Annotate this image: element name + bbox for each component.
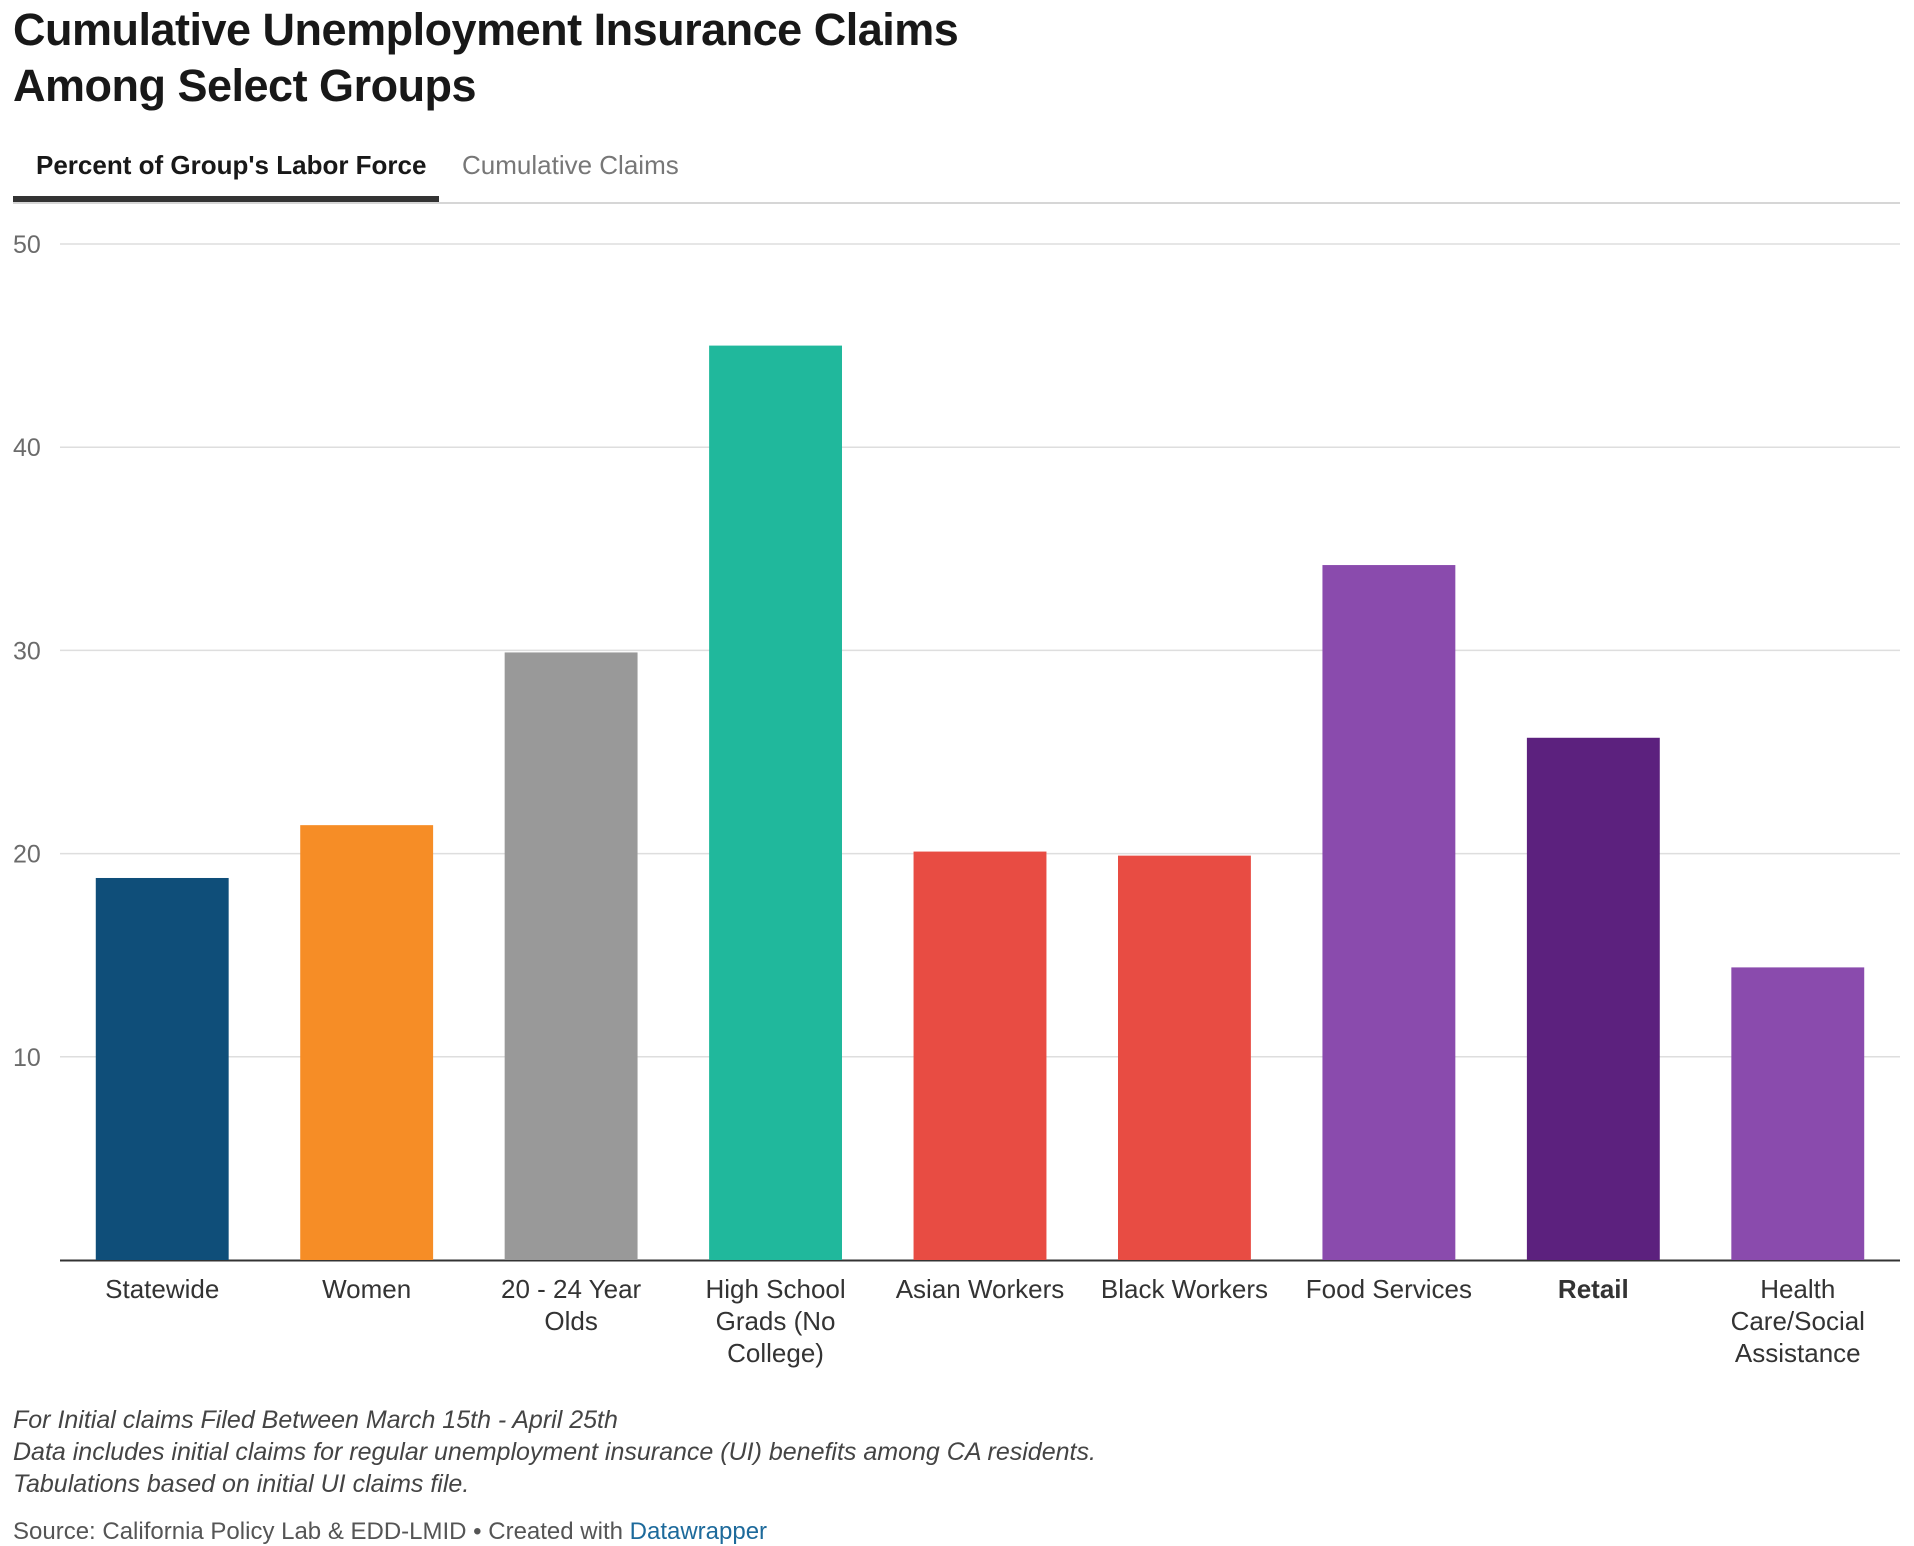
y-tick-label-50: 50 xyxy=(13,231,41,259)
note-line-3: Tabulations based on initial UI claims f… xyxy=(13,1470,470,1498)
y-tick-label-10: 10 xyxy=(13,1044,41,1072)
chart-title: Cumulative Unemployment Insurance Claims… xyxy=(13,2,1113,114)
bar-3 xyxy=(709,345,842,1261)
x-label-1-0: Women xyxy=(322,1274,411,1304)
tab-percent-of-labor-force[interactable]: Percent of Group's Labor Force xyxy=(13,140,439,202)
bar-8 xyxy=(1731,967,1865,1260)
x-label-3-1: Grads (No xyxy=(716,1306,836,1336)
bar-4 xyxy=(913,851,1047,1260)
bar-6 xyxy=(1322,565,1456,1260)
bar-0 xyxy=(95,877,229,1260)
view-tabs: Percent of Group's Labor Force Cumulativ… xyxy=(13,140,1900,204)
y-tick-label-30: 30 xyxy=(13,637,41,665)
chart-title-line-2: Among Select Groups xyxy=(13,60,477,111)
x-label-5-0: Black Workers xyxy=(1101,1274,1268,1304)
chart-notes: For Initial claims Filed Between March 1… xyxy=(13,1404,1863,1500)
source-text: Source: California Policy Lab & EDD-LMID… xyxy=(13,1518,630,1545)
x-label-8-0: Health xyxy=(1760,1274,1835,1304)
bars xyxy=(95,345,1865,1261)
x-label-6-0: Food Services xyxy=(1306,1274,1472,1304)
bar-5 xyxy=(1118,855,1251,1260)
x-label-2-1: Olds xyxy=(544,1306,597,1336)
x-label-3-2: College) xyxy=(727,1338,824,1368)
x-label-8-2: Assistance xyxy=(1735,1338,1861,1368)
y-tick-label-40: 40 xyxy=(13,434,41,462)
source-line: Source: California Policy Lab & EDD-LMID… xyxy=(13,1518,767,1546)
bar-1 xyxy=(300,825,434,1260)
x-label-4-0: Asian Workers xyxy=(896,1274,1065,1304)
x-label-2-0: 20 - 24 Year xyxy=(501,1274,642,1304)
note-line-1: For Initial claims Filed Between March 1… xyxy=(13,1406,618,1434)
chart-title-line-1: Cumulative Unemployment Insurance Claims xyxy=(13,4,959,55)
x-label-7-0: Retail xyxy=(1558,1274,1629,1304)
datawrapper-link[interactable]: Datawrapper xyxy=(629,1518,768,1545)
bar-7 xyxy=(1526,737,1660,1260)
y-tick-label-20: 20 xyxy=(13,841,41,869)
x-label-8-1: Care/Social xyxy=(1731,1306,1865,1336)
tab-cumulative-claims[interactable]: Cumulative Claims xyxy=(462,150,679,180)
bar-chart: 10 20 30 40 50 Statewide Women 20 - 24 YearOld… xyxy=(13,231,1900,1368)
note-line-2: Data includes initial claims for regular… xyxy=(13,1438,1096,1466)
bar-2 xyxy=(504,652,638,1260)
x-label-3-0: High School xyxy=(705,1274,845,1304)
x-label-0-0: Statewide xyxy=(105,1274,219,1304)
